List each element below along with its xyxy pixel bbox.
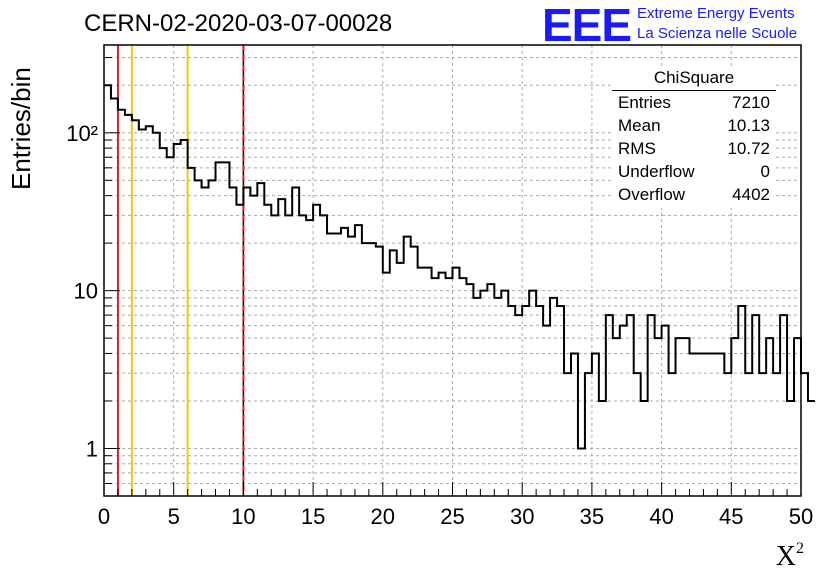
logo-line-1: Extreme Energy Events: [637, 5, 795, 22]
x-tick-label: 15: [301, 504, 325, 529]
histogram-series: [104, 84, 815, 450]
eee-logo: EEE: [542, 0, 632, 51]
x-tick-label: 30: [510, 504, 534, 529]
logo-line-2: La Scienza nelle Scuole: [637, 25, 798, 42]
x-tick-label: 50: [789, 504, 813, 529]
x-tick-label: 40: [649, 504, 673, 529]
reference-lines: [116, 45, 245, 496]
grid: [104, 45, 801, 497]
stats-label: RMS: [618, 139, 656, 158]
stats-row-overflow: Overflow 4402: [612, 183, 776, 206]
stats-value: 4402: [732, 185, 770, 204]
x-tick-label: 25: [440, 504, 464, 529]
axis-ticks: [103, 56, 802, 497]
stats-value: 10.13: [727, 116, 770, 135]
tick-labels: 0 5 10 15 20 25 30 35 40 45 50 1 10 10²: [66, 121, 813, 529]
stats-label: Mean: [618, 116, 661, 135]
x-axis-label-sup: 2: [796, 540, 804, 557]
x-tick-label: 5: [168, 504, 180, 529]
x-axis-label: X2: [776, 540, 804, 573]
x-tick-label: 0: [98, 504, 110, 529]
x-axis-label-text: X: [775, 541, 796, 572]
y-tick-label: 1: [86, 436, 98, 461]
y-tick-label: 10: [74, 279, 98, 304]
y-tick-label: 10²: [66, 121, 98, 146]
chart-title: CERN-02-2020-03-07-00028: [84, 10, 393, 37]
x-tick-label: 45: [719, 504, 743, 529]
x-tick-label: 35: [580, 504, 604, 529]
stats-row-underflow: Underflow 0: [612, 160, 776, 183]
stats-title: ChiSquare: [612, 66, 776, 91]
x-tick-label: 20: [371, 504, 395, 529]
stats-row-rms: RMS 10.72: [612, 137, 776, 160]
logo-caption: Extreme Energy Events La Scienza nelle S…: [637, 4, 797, 44]
stats-row-entries: Entries 7210: [612, 91, 776, 114]
stats-value: 7210: [732, 93, 770, 112]
stats-label: Overflow: [618, 185, 686, 204]
stats-value: 0: [760, 162, 770, 181]
stats-value: 10.72: [727, 139, 770, 158]
stats-box: ChiSquare Entries 7210 Mean 10.13 RMS 10.72…: [612, 66, 776, 208]
stats-row-mean: Mean 10.13: [612, 114, 776, 137]
stats-label: Underflow: [618, 162, 695, 181]
x-tick-label: 10: [231, 504, 255, 529]
stats-label: Entries: [618, 93, 671, 112]
y-axis-label: Entries/bin: [6, 67, 36, 190]
